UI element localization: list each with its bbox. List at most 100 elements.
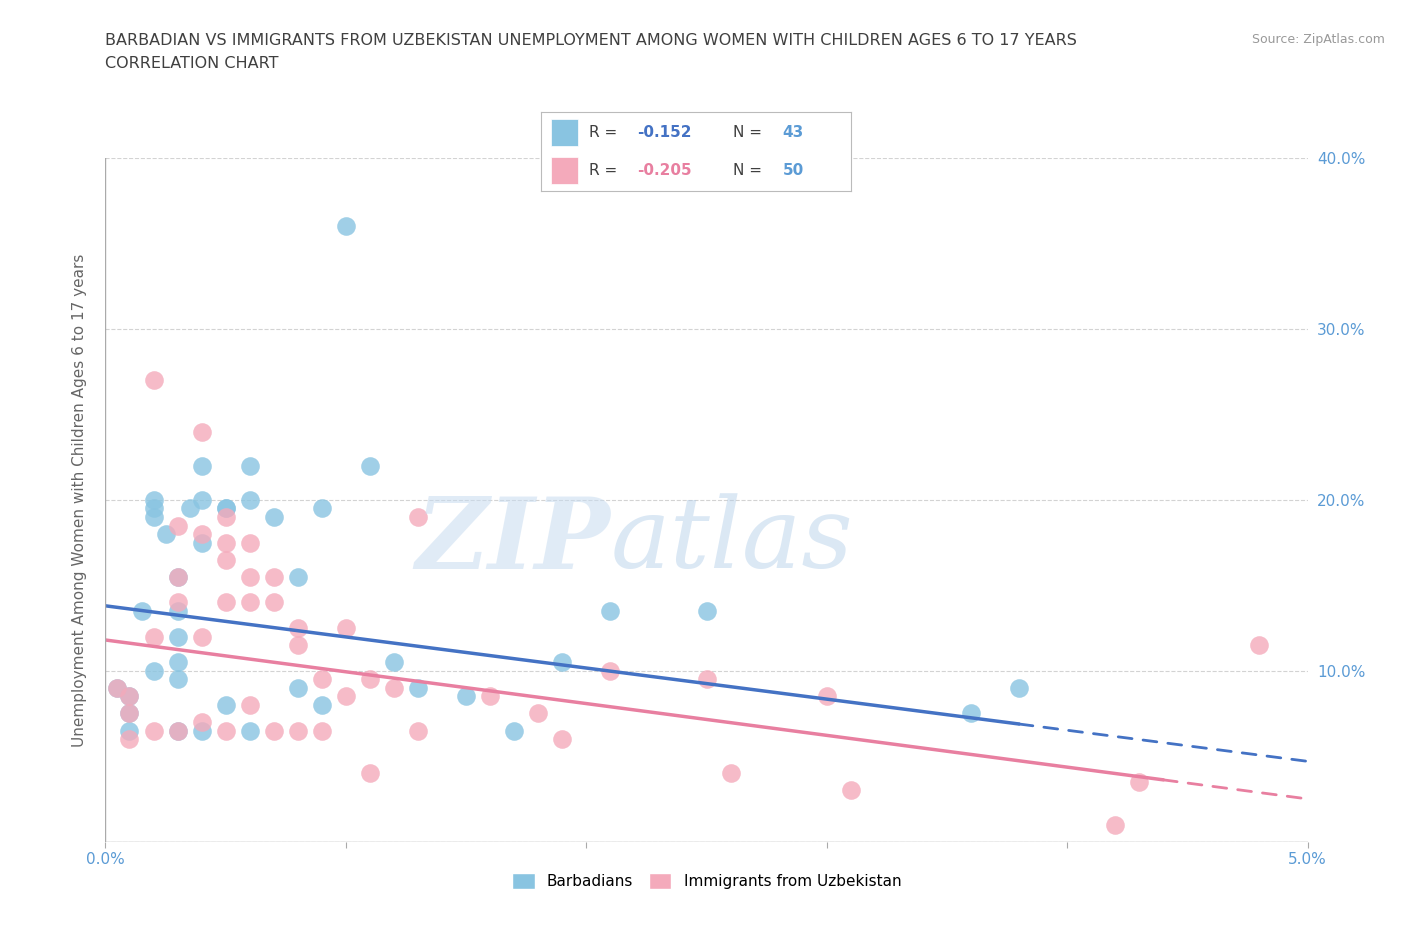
Point xyxy=(166,630,188,644)
Point xyxy=(454,689,477,704)
Point xyxy=(1104,817,1126,832)
Point xyxy=(696,604,718,618)
Point xyxy=(287,620,309,635)
Point xyxy=(118,732,141,747)
Point xyxy=(1008,681,1031,696)
Point xyxy=(335,219,357,234)
Point xyxy=(142,373,165,388)
Point xyxy=(214,510,236,525)
Point xyxy=(239,698,262,712)
Point xyxy=(214,724,236,738)
Point xyxy=(311,671,333,686)
Text: N =: N = xyxy=(733,163,762,178)
Point xyxy=(214,698,236,712)
Point xyxy=(406,724,429,738)
Point xyxy=(190,630,212,644)
Point xyxy=(287,638,309,653)
Text: R =: R = xyxy=(589,163,617,178)
Point xyxy=(107,681,129,696)
Point xyxy=(960,706,983,721)
Point xyxy=(359,458,381,473)
Point xyxy=(166,569,188,584)
Point xyxy=(815,689,838,704)
Point xyxy=(503,724,526,738)
Point xyxy=(335,620,357,635)
Point xyxy=(190,493,212,508)
Text: R =: R = xyxy=(589,125,617,140)
Point xyxy=(214,595,236,610)
Point xyxy=(239,595,262,610)
Point xyxy=(118,689,141,704)
Point xyxy=(118,724,141,738)
Point xyxy=(166,518,188,533)
Point xyxy=(142,501,165,516)
Point xyxy=(239,493,262,508)
Point xyxy=(382,655,405,670)
Point xyxy=(1249,638,1271,653)
Point xyxy=(311,501,333,516)
Point xyxy=(239,458,262,473)
Point xyxy=(166,724,188,738)
Bar xyxy=(551,156,578,183)
Point xyxy=(107,681,129,696)
Point xyxy=(696,671,718,686)
Y-axis label: Unemployment Among Women with Children Ages 6 to 17 years: Unemployment Among Women with Children A… xyxy=(72,253,87,747)
Point xyxy=(263,724,285,738)
Point xyxy=(190,458,212,473)
Point xyxy=(239,724,262,738)
Point xyxy=(359,766,381,781)
Point xyxy=(263,510,285,525)
Point xyxy=(118,689,141,704)
Point xyxy=(190,526,212,541)
Point xyxy=(720,766,742,781)
Point xyxy=(166,595,188,610)
Text: CORRELATION CHART: CORRELATION CHART xyxy=(105,56,278,71)
Point xyxy=(599,604,621,618)
Point xyxy=(239,535,262,550)
Point xyxy=(190,714,212,729)
Point xyxy=(335,689,357,704)
Text: N =: N = xyxy=(733,125,762,140)
Point xyxy=(359,671,381,686)
Text: -0.205: -0.205 xyxy=(637,163,692,178)
Text: 43: 43 xyxy=(783,125,804,140)
Point xyxy=(599,663,621,678)
Text: -0.152: -0.152 xyxy=(637,125,692,140)
Point xyxy=(166,604,188,618)
Point xyxy=(166,569,188,584)
Point xyxy=(263,595,285,610)
Point xyxy=(155,526,177,541)
Text: BARBADIAN VS IMMIGRANTS FROM UZBEKISTAN UNEMPLOYMENT AMONG WOMEN WITH CHILDREN A: BARBADIAN VS IMMIGRANTS FROM UZBEKISTAN … xyxy=(105,33,1077,47)
Point xyxy=(382,681,405,696)
Point xyxy=(551,655,574,670)
Point xyxy=(131,604,153,618)
Point xyxy=(406,681,429,696)
Point xyxy=(214,501,236,516)
Point xyxy=(118,706,141,721)
Point xyxy=(142,510,165,525)
Point xyxy=(527,706,550,721)
Point xyxy=(839,783,862,798)
Point xyxy=(1128,775,1150,790)
Point xyxy=(311,698,333,712)
Point xyxy=(179,501,201,516)
Point xyxy=(142,724,165,738)
Point xyxy=(239,569,262,584)
Point xyxy=(214,501,236,516)
Point xyxy=(166,655,188,670)
Bar xyxy=(551,119,578,146)
Text: Source: ZipAtlas.com: Source: ZipAtlas.com xyxy=(1251,33,1385,46)
Point xyxy=(142,493,165,508)
Point xyxy=(311,724,333,738)
Point xyxy=(214,552,236,567)
Point xyxy=(479,689,502,704)
Point xyxy=(142,663,165,678)
Text: 50: 50 xyxy=(783,163,804,178)
Text: atlas: atlas xyxy=(610,493,853,589)
Point xyxy=(190,724,212,738)
Point xyxy=(263,569,285,584)
Point xyxy=(190,535,212,550)
Point xyxy=(551,732,574,747)
Point xyxy=(142,630,165,644)
Point xyxy=(166,671,188,686)
